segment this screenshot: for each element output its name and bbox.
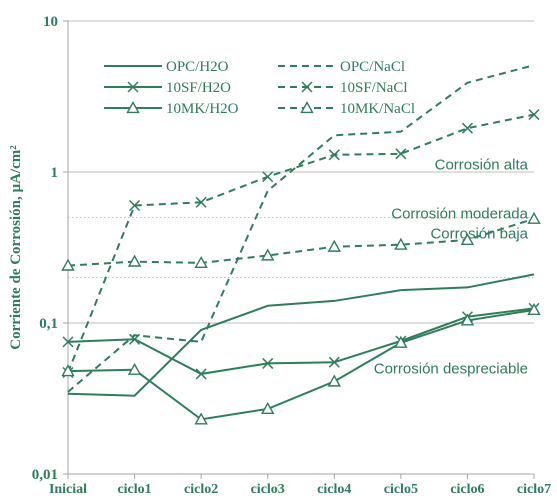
annotation-2: Corrosión baja bbox=[430, 226, 528, 243]
data-point-3-1 bbox=[129, 199, 141, 212]
data-point-5-4 bbox=[327, 239, 341, 252]
series-10mk-h2o bbox=[61, 303, 541, 425]
legend-label-0: OPC/H2O bbox=[166, 59, 229, 75]
series-line-1 bbox=[67, 64, 535, 393]
legend-label-2: 10SF/H2O bbox=[166, 80, 231, 96]
legend-label-4: 10MK/H2O bbox=[166, 101, 239, 117]
annotation-1: Corrosión moderada bbox=[391, 206, 528, 223]
legend-label-1: OPC/NaCl bbox=[340, 59, 405, 75]
annotations: Corrosión alta Corrosión moderada Corrosió… bbox=[374, 157, 529, 378]
legend-marker-5 bbox=[300, 101, 314, 114]
axes bbox=[67, 21, 534, 475]
legend-item-0: OPC/H2O bbox=[104, 59, 229, 75]
annotation-0: Corrosión alta bbox=[435, 157, 529, 174]
data-point-4-0 bbox=[61, 364, 75, 377]
data-point-5-5 bbox=[394, 237, 408, 250]
gridlines bbox=[68, 20, 534, 324]
series-opc-nacl bbox=[67, 64, 535, 393]
data-point-3-4 bbox=[328, 149, 340, 161]
legend-marker-3 bbox=[301, 81, 313, 93]
y-tick-label-2: 0,1 bbox=[39, 316, 58, 332]
series-lines bbox=[61, 64, 541, 425]
legend-item-2: 10SF/H2O bbox=[104, 80, 231, 96]
data-point-3-6 bbox=[461, 122, 473, 134]
x-tick-label-2: ciclo2 bbox=[184, 482, 218, 497]
series-line-2 bbox=[67, 307, 535, 375]
data-point-4-6 bbox=[460, 313, 475, 326]
data-point-4-1 bbox=[127, 362, 142, 375]
series-line-5 bbox=[67, 217, 535, 267]
legend-item-1: OPC/NaCl bbox=[278, 59, 405, 75]
data-point-3-2 bbox=[195, 196, 207, 208]
series-line-3 bbox=[67, 113, 535, 373]
data-point-5-7 bbox=[527, 211, 541, 224]
series-line-4 bbox=[67, 308, 535, 421]
data-point-2-4 bbox=[328, 356, 340, 368]
data-point-2-3 bbox=[262, 357, 274, 369]
annotation-3: Corrosión despreciable bbox=[374, 360, 528, 377]
x-tick-labels: Inicial ciclo1 ciclo2 ciclo3 ciclo4 ciclo5 cic… bbox=[49, 474, 551, 497]
series-line-0 bbox=[67, 273, 535, 397]
legend-marker-4 bbox=[126, 101, 140, 114]
legend-item-4: 10MK/H2O bbox=[104, 101, 239, 117]
data-point-5-2 bbox=[194, 255, 208, 269]
y-axis-label: Corriente de Corrosión, µA/cm² bbox=[8, 145, 24, 350]
legend-item-5: 10MK/NaCl bbox=[278, 101, 415, 117]
data-point-4-2 bbox=[194, 412, 208, 425]
data-point-4-3 bbox=[261, 401, 275, 414]
data-point-4-7 bbox=[527, 303, 541, 316]
data-point-3-3 bbox=[262, 171, 274, 183]
data-point-2-1 bbox=[129, 333, 141, 345]
x-tick-label-4: ciclo4 bbox=[317, 482, 351, 497]
data-point-5-1 bbox=[127, 254, 142, 267]
data-point-5-3 bbox=[261, 248, 275, 261]
x-tick-label-7: ciclo7 bbox=[517, 482, 551, 497]
x-tick-label-3: ciclo3 bbox=[251, 482, 285, 497]
y-tick-label-0: 10 bbox=[43, 14, 58, 30]
y-tick-label-3: 0,01 bbox=[32, 467, 58, 483]
data-point-3-7 bbox=[528, 109, 540, 121]
data-point-4-5 bbox=[394, 335, 408, 348]
x-tick-label-1: ciclo1 bbox=[117, 482, 151, 497]
legend-item-3: 10SF/NaCl bbox=[278, 80, 408, 96]
data-point-5-6 bbox=[460, 232, 475, 246]
legend-label-3: 10SF/NaCl bbox=[340, 80, 408, 96]
y-tick-labels: 10 1 0,1 0,01 bbox=[32, 14, 68, 483]
data-point-4-4 bbox=[327, 374, 341, 387]
legend-marker-2 bbox=[127, 81, 139, 93]
series-10mk-nacl bbox=[61, 211, 541, 271]
x-tick-label-6: ciclo6 bbox=[450, 482, 484, 497]
data-point-2-0 bbox=[62, 336, 74, 348]
x-tick-label-5: ciclo5 bbox=[384, 482, 418, 497]
legend-label-5: 10MK/NaCl bbox=[340, 101, 415, 117]
series-opc-h2o bbox=[67, 273, 535, 397]
data-point-3-5 bbox=[395, 148, 407, 160]
series-10sf-nacl bbox=[62, 109, 540, 379]
data-point-2-2 bbox=[195, 368, 207, 380]
data-point-5-0 bbox=[61, 258, 75, 271]
y-tick-label-1: 1 bbox=[51, 165, 59, 181]
x-tick-label-0: Inicial bbox=[49, 482, 87, 497]
legend: OPC/H2O OPC/NaCl 10SF/H2O 10SF/NaCl 10MK/H2O… bbox=[104, 59, 415, 117]
